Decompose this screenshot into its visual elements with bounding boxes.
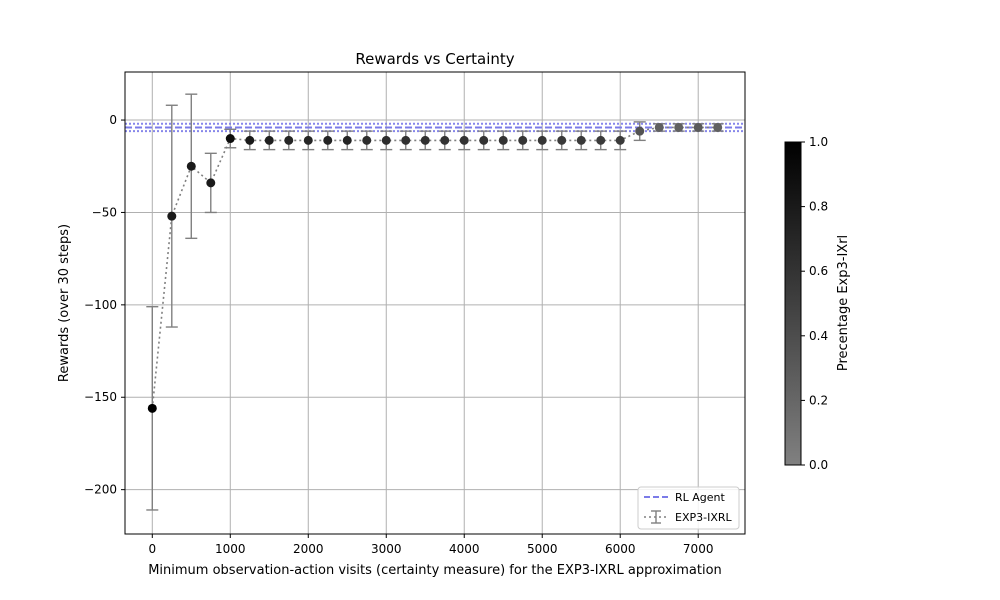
colorbar-tick-label: 0.2 — [809, 393, 828, 407]
x-tick-label: 4000 — [449, 542, 480, 556]
colorbar-tick-label: 0.8 — [809, 200, 828, 214]
series-line-exp3-ixrl — [151, 126, 718, 409]
y-tick-label: 0 — [109, 113, 117, 127]
x-tick-label: 0 — [148, 542, 156, 556]
legend-exp3-label: EXP3-IXRL — [675, 511, 733, 524]
data-point — [167, 211, 177, 221]
data-point — [186, 161, 196, 171]
data-point — [245, 135, 255, 145]
chart-title: Rewards vs Certainty — [355, 50, 514, 68]
colorbar-tick-label: 1.0 — [809, 135, 828, 149]
colorbar-label: Precentage Exp3-IXrl — [836, 235, 851, 371]
error-bars — [146, 93, 724, 511]
legend: RL Agent EXP3-IXRL — [637, 486, 740, 530]
data-point — [596, 135, 606, 145]
y-axis-ticks: 0 −50 −100 −150 −200 — [84, 113, 125, 497]
data-point — [264, 135, 274, 145]
x-tick-label: 5000 — [527, 542, 558, 556]
data-point — [147, 403, 157, 413]
data-point — [342, 135, 352, 145]
data-point — [362, 135, 372, 145]
data-point — [498, 135, 508, 145]
y-tick-label: −50 — [92, 205, 117, 219]
data-point — [206, 178, 216, 188]
data-point — [635, 126, 645, 136]
colorbar-tick-label: 0.4 — [809, 329, 828, 343]
data-point — [401, 135, 411, 145]
data-point — [693, 122, 703, 132]
legend-rl-agent-label: RL Agent — [675, 491, 726, 504]
colorbar — [784, 141, 802, 466]
data-point — [440, 135, 450, 145]
data-point — [713, 122, 723, 132]
data-points — [147, 122, 723, 413]
data-point — [537, 135, 547, 145]
grid-lines — [125, 72, 745, 534]
y-tick-label: −200 — [84, 483, 117, 497]
x-tick-label: 7000 — [683, 542, 714, 556]
data-point — [420, 135, 430, 145]
x-tick-label: 3000 — [371, 542, 402, 556]
data-point — [479, 135, 489, 145]
data-point — [557, 135, 567, 145]
rl-agent-lines — [125, 122, 745, 133]
data-point — [459, 135, 469, 145]
y-tick-label: −150 — [84, 390, 117, 404]
colorbar-tick-label: 0.6 — [809, 264, 828, 278]
data-point — [284, 135, 294, 145]
data-point — [518, 135, 528, 145]
data-point — [615, 135, 625, 145]
x-axis-label: Minimum observation-action visits (certa… — [148, 563, 722, 578]
plot-frame — [124, 71, 746, 535]
data-point — [225, 134, 235, 144]
data-point — [303, 135, 313, 145]
colorbar-tick-label: 0.0 — [809, 458, 828, 472]
data-point — [654, 122, 664, 132]
x-axis-ticks: 0 1000 2000 3000 4000 5000 6000 7000 — [148, 534, 713, 556]
data-point — [674, 122, 684, 132]
data-point — [381, 135, 391, 145]
data-point — [323, 135, 333, 145]
x-tick-label: 6000 — [605, 542, 636, 556]
colorbar-ticks: 0.0 0.2 0.4 0.6 0.8 1.0 — [801, 135, 828, 472]
y-axis-label: Rewards (over 30 steps) — [57, 224, 72, 382]
y-tick-label: −100 — [84, 298, 117, 312]
x-tick-label: 2000 — [293, 542, 324, 556]
data-point — [576, 135, 586, 145]
x-tick-label: 1000 — [215, 542, 246, 556]
